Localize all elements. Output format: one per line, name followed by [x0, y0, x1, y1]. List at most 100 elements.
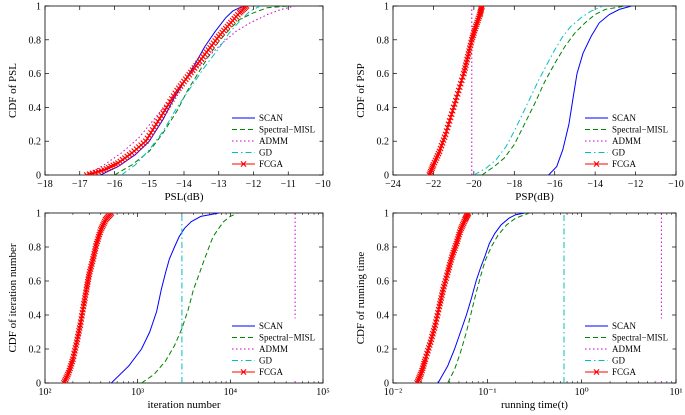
x-tick-label: −13: [211, 179, 227, 190]
x-tick-label: −11: [281, 179, 296, 190]
data-point-marker: [97, 227, 104, 233]
data-point-marker: [427, 168, 434, 175]
y-tick-label: 0.6: [377, 69, 390, 80]
legend-label: GD: [612, 148, 625, 158]
data-point-marker: [465, 213, 472, 216]
x-tick-label: −24: [385, 179, 401, 190]
y-tick-label: 0.2: [29, 345, 42, 356]
data-point-marker: [160, 110, 167, 117]
y-tick-label: 0: [384, 171, 389, 182]
data-point-marker: [414, 380, 421, 383]
x-tick-label: 10⁵: [316, 387, 330, 398]
data-point-marker: [459, 73, 466, 80]
legend-label: FCGA: [612, 159, 637, 169]
legend-label: ADMM: [612, 136, 641, 146]
x-tick-label: −15: [141, 179, 157, 190]
data-point-marker: [146, 132, 153, 139]
y-axis-label: CDF of PSL: [7, 63, 19, 118]
data-point-marker: [426, 172, 433, 175]
series-line-spectral-misl: [481, 6, 626, 175]
axes-frame: [44, 212, 324, 384]
legend-marker: [240, 161, 247, 167]
data-point-marker: [60, 380, 67, 383]
data-point-marker: [64, 373, 71, 380]
legend-label: FCGA: [612, 367, 637, 377]
axes-frame: [392, 5, 677, 176]
legend-label: SCAN: [259, 321, 284, 331]
x-tick-label: 10⁻¹: [478, 387, 496, 398]
data-point-marker: [149, 126, 156, 133]
y-tick-label: 0.2: [29, 137, 42, 148]
data-point-marker: [144, 135, 151, 142]
data-point-marker: [451, 101, 458, 108]
data-point-marker: [476, 13, 483, 20]
series-line-spectral-misl: [141, 213, 238, 383]
legend-marker: [593, 369, 600, 375]
data-point-marker: [153, 121, 160, 128]
x-tick-label: −16: [107, 179, 123, 190]
legend-label: FCGA: [259, 367, 284, 377]
x-axis-label: running time(t): [501, 399, 568, 411]
data-point-marker: [473, 21, 480, 28]
data-point-marker: [167, 98, 174, 105]
series-line-admm: [86, 6, 296, 175]
y-tick-label: 1: [36, 2, 41, 13]
data-point-marker: [427, 170, 434, 175]
data-point-marker: [61, 378, 68, 383]
x-tick-label: 10²: [39, 387, 52, 398]
y-axis-label: CDF of running time: [355, 252, 367, 345]
data-point-marker: [429, 165, 436, 172]
data-point-marker: [453, 94, 460, 101]
data-point-marker: [64, 371, 71, 378]
data-point-marker: [63, 374, 70, 381]
data-point-marker: [100, 220, 107, 227]
legend-label: ADMM: [259, 344, 288, 354]
data-point-marker: [456, 84, 463, 91]
y-axis-label: CDF of PSP: [355, 63, 367, 117]
y-tick-label: 0.6: [29, 69, 42, 80]
series-line-gd: [121, 6, 261, 175]
data-point-marker: [428, 166, 435, 173]
legend-label: Spectral−MISL: [612, 333, 668, 343]
x-tick-label: −20: [466, 179, 482, 190]
data-point-marker: [452, 97, 459, 104]
data-point-marker: [416, 373, 423, 380]
data-point-marker: [429, 163, 436, 170]
data-point-marker: [443, 128, 450, 135]
data-point-marker: [99, 223, 106, 230]
data-point-marker: [158, 112, 165, 119]
data-point-marker: [168, 95, 175, 102]
series-line-gd: [473, 6, 604, 175]
data-point-marker: [472, 23, 479, 30]
x-tick-label: −17: [72, 179, 88, 190]
data-point-marker: [455, 87, 462, 94]
y-tick-label: 0: [36, 171, 41, 182]
x-tick-label: 10⁴: [224, 387, 238, 398]
legend-label: Spectral−MISL: [612, 125, 668, 135]
data-point-marker: [445, 121, 452, 128]
legend-label: GD: [259, 356, 272, 366]
legend-label: ADMM: [612, 344, 641, 354]
data-point-marker: [415, 376, 422, 383]
data-point-marker: [478, 6, 485, 9]
y-tick-label: 0.8: [29, 35, 42, 46]
x-tick-label: 10⁻²: [384, 387, 402, 398]
data-point-marker: [417, 371, 424, 378]
legend-label: SCAN: [612, 113, 637, 123]
data-point-marker: [474, 19, 481, 26]
series-line-scan: [110, 213, 219, 383]
data-point-marker: [459, 223, 466, 230]
legend-label: FCGA: [259, 159, 284, 169]
data-point-marker: [457, 227, 464, 233]
y-tick-label: 0: [36, 379, 41, 390]
legend-marker: [593, 161, 600, 167]
y-tick-label: 0.8: [377, 35, 390, 46]
legend-label: GD: [259, 148, 272, 158]
axes-frame: [392, 212, 677, 384]
x-tick-label: −22: [426, 179, 442, 190]
data-point-marker: [460, 220, 467, 227]
x-tick-label: 10³: [131, 387, 144, 398]
